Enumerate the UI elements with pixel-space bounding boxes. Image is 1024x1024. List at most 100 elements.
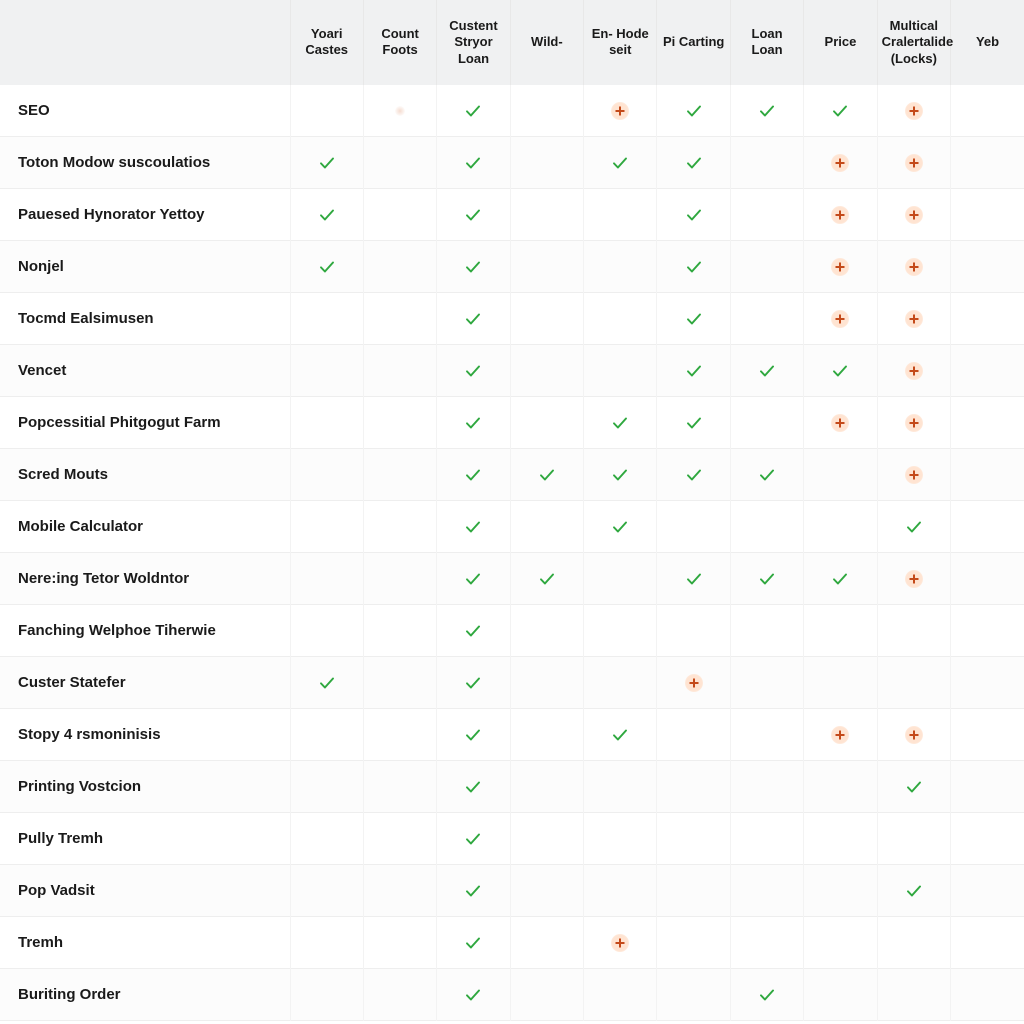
cell xyxy=(290,345,363,397)
check-icon xyxy=(831,102,849,120)
cell xyxy=(730,709,803,761)
cell xyxy=(877,345,950,397)
cell xyxy=(804,85,877,137)
table-row: Pauesed Hynorator Yettoy xyxy=(0,189,1024,241)
row-label: Toton Modow suscoulatios xyxy=(0,137,290,189)
check-icon xyxy=(464,674,482,692)
cell xyxy=(877,553,950,605)
column-header: Yoari Castes xyxy=(290,0,363,85)
cell xyxy=(510,709,583,761)
table-row: Printing Vostcion xyxy=(0,761,1024,813)
row-label: Tocmd Ealsimusen xyxy=(0,293,290,345)
check-icon xyxy=(464,310,482,328)
check-icon xyxy=(685,206,703,224)
cell xyxy=(510,345,583,397)
check-icon xyxy=(685,310,703,328)
cell xyxy=(584,293,657,345)
cell xyxy=(584,917,657,969)
cell xyxy=(437,709,510,761)
check-icon xyxy=(318,674,336,692)
cell xyxy=(951,189,1024,241)
check-icon xyxy=(464,726,482,744)
cell xyxy=(510,605,583,657)
row-label: Printing Vostcion xyxy=(0,761,290,813)
cell xyxy=(363,761,436,813)
cell xyxy=(363,501,436,553)
cell xyxy=(437,501,510,553)
cell xyxy=(951,553,1024,605)
cell xyxy=(510,397,583,449)
cell xyxy=(877,865,950,917)
cell xyxy=(951,865,1024,917)
check-icon xyxy=(831,362,849,380)
cell xyxy=(363,189,436,241)
cell xyxy=(510,137,583,189)
cell xyxy=(804,813,877,865)
check-icon xyxy=(464,518,482,536)
cell xyxy=(730,85,803,137)
cell xyxy=(877,501,950,553)
plus-icon xyxy=(905,570,923,588)
cell xyxy=(584,137,657,189)
cell xyxy=(510,657,583,709)
cell xyxy=(290,137,363,189)
cell xyxy=(437,137,510,189)
check-icon xyxy=(464,622,482,640)
cell xyxy=(510,553,583,605)
row-label: Popcessitial Phitgogut Farm xyxy=(0,397,290,449)
plus-icon xyxy=(831,258,849,276)
cell xyxy=(951,605,1024,657)
cell xyxy=(877,293,950,345)
cell xyxy=(657,969,730,1021)
table-row: Custer Statefer xyxy=(0,657,1024,709)
cell xyxy=(951,813,1024,865)
table-row: Pop Vadsit xyxy=(0,865,1024,917)
cell xyxy=(657,501,730,553)
cell xyxy=(510,293,583,345)
cell xyxy=(804,293,877,345)
cell xyxy=(877,709,950,761)
cell xyxy=(437,605,510,657)
check-icon xyxy=(685,154,703,172)
cell xyxy=(804,345,877,397)
check-icon xyxy=(611,466,629,484)
check-icon xyxy=(905,778,923,796)
cell xyxy=(730,657,803,709)
table-row: Nonjel xyxy=(0,241,1024,293)
cell xyxy=(510,761,583,813)
table-row: Vencet xyxy=(0,345,1024,397)
table-row: Popcessitial Phitgogut Farm xyxy=(0,397,1024,449)
cell xyxy=(584,241,657,293)
cell xyxy=(877,917,950,969)
cell xyxy=(877,605,950,657)
cell xyxy=(584,969,657,1021)
column-header: Price xyxy=(804,0,877,85)
row-label: Pauesed Hynorator Yettoy xyxy=(0,189,290,241)
cell xyxy=(804,865,877,917)
cell xyxy=(657,397,730,449)
column-header: Pi Carting xyxy=(657,0,730,85)
check-icon xyxy=(464,258,482,276)
plus-icon xyxy=(905,206,923,224)
cell xyxy=(730,293,803,345)
cell xyxy=(804,657,877,709)
cell xyxy=(510,241,583,293)
cell xyxy=(290,657,363,709)
plus-icon xyxy=(905,726,923,744)
cell xyxy=(363,605,436,657)
cell xyxy=(804,501,877,553)
plus-icon xyxy=(831,206,849,224)
cell xyxy=(730,397,803,449)
cell xyxy=(951,293,1024,345)
check-icon xyxy=(905,882,923,900)
cell xyxy=(951,449,1024,501)
cell xyxy=(730,449,803,501)
row-label: Scred Mouts xyxy=(0,449,290,501)
table-row: Tremh xyxy=(0,917,1024,969)
cell xyxy=(877,813,950,865)
cell xyxy=(584,501,657,553)
cell xyxy=(363,865,436,917)
column-header-label xyxy=(0,0,290,85)
cell xyxy=(363,969,436,1021)
cell xyxy=(363,241,436,293)
